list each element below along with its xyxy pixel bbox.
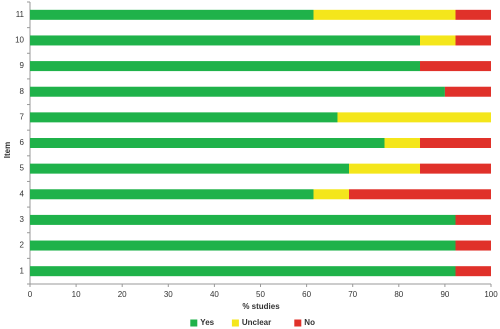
y-tick-label: 2 xyxy=(20,241,25,250)
x-tick-label: 20 xyxy=(118,290,127,299)
x-tick-label: 90 xyxy=(440,290,449,299)
y-tick-label: 11 xyxy=(16,10,25,19)
x-tick-label: 10 xyxy=(72,290,81,299)
bar-segment xyxy=(30,163,350,174)
y-axis-title: Item xyxy=(3,142,12,158)
y-tick-label: 7 xyxy=(20,112,25,121)
legend-label: Yes xyxy=(200,318,214,327)
bar-segment xyxy=(420,138,491,148)
bar-segment xyxy=(313,9,456,20)
bar-segment xyxy=(444,86,491,97)
bar-segment xyxy=(337,112,491,123)
bar-segment xyxy=(420,35,456,46)
y-tick-label: 8 xyxy=(20,87,25,96)
y-tick-label: 1 xyxy=(20,266,25,275)
bar-segment xyxy=(30,240,456,251)
bar-segment xyxy=(30,266,456,277)
bar-segment xyxy=(384,138,421,148)
bar-segment xyxy=(313,189,350,200)
bar-segment xyxy=(455,9,491,20)
x-tick-label: 50 xyxy=(256,290,265,299)
bar-segment xyxy=(349,189,491,200)
bar-segment xyxy=(455,266,491,277)
legend-swatch xyxy=(190,319,198,327)
bar-segment xyxy=(30,86,445,97)
x-tick-label: 0 xyxy=(28,290,33,299)
legend-swatch xyxy=(231,319,239,327)
bar-segment xyxy=(30,112,338,123)
bar-segment xyxy=(455,214,491,225)
bar-segment xyxy=(420,163,491,174)
bar-segment xyxy=(455,240,491,251)
bar-segment xyxy=(30,35,421,46)
y-tick-label: 6 xyxy=(20,138,25,147)
bar-segment xyxy=(30,189,314,200)
bar-segment xyxy=(349,163,421,174)
x-tick-label: 70 xyxy=(348,290,357,299)
y-tick-label: 5 xyxy=(20,164,25,173)
legend-swatch xyxy=(294,319,302,327)
x-axis-title: % studies xyxy=(242,302,280,311)
y-tick-label: 9 xyxy=(20,61,25,70)
legend-label: No xyxy=(304,318,315,327)
bar-segment xyxy=(30,138,385,148)
x-tick-label: 80 xyxy=(394,290,403,299)
bar-segment xyxy=(30,214,456,225)
bar-segment xyxy=(30,9,314,20)
y-tick-label: 3 xyxy=(20,215,25,224)
bar-segment xyxy=(455,35,491,46)
x-tick-label: 30 xyxy=(164,290,173,299)
y-tick-label: 4 xyxy=(20,189,25,198)
bar-segment xyxy=(420,61,491,72)
x-tick-label: 40 xyxy=(210,290,219,299)
x-tick-label: 100 xyxy=(484,290,498,299)
bar-segment xyxy=(30,61,421,72)
legend-label: Unclear xyxy=(242,318,271,327)
x-tick-label: 60 xyxy=(302,290,311,299)
y-tick-label: 10 xyxy=(15,36,24,45)
